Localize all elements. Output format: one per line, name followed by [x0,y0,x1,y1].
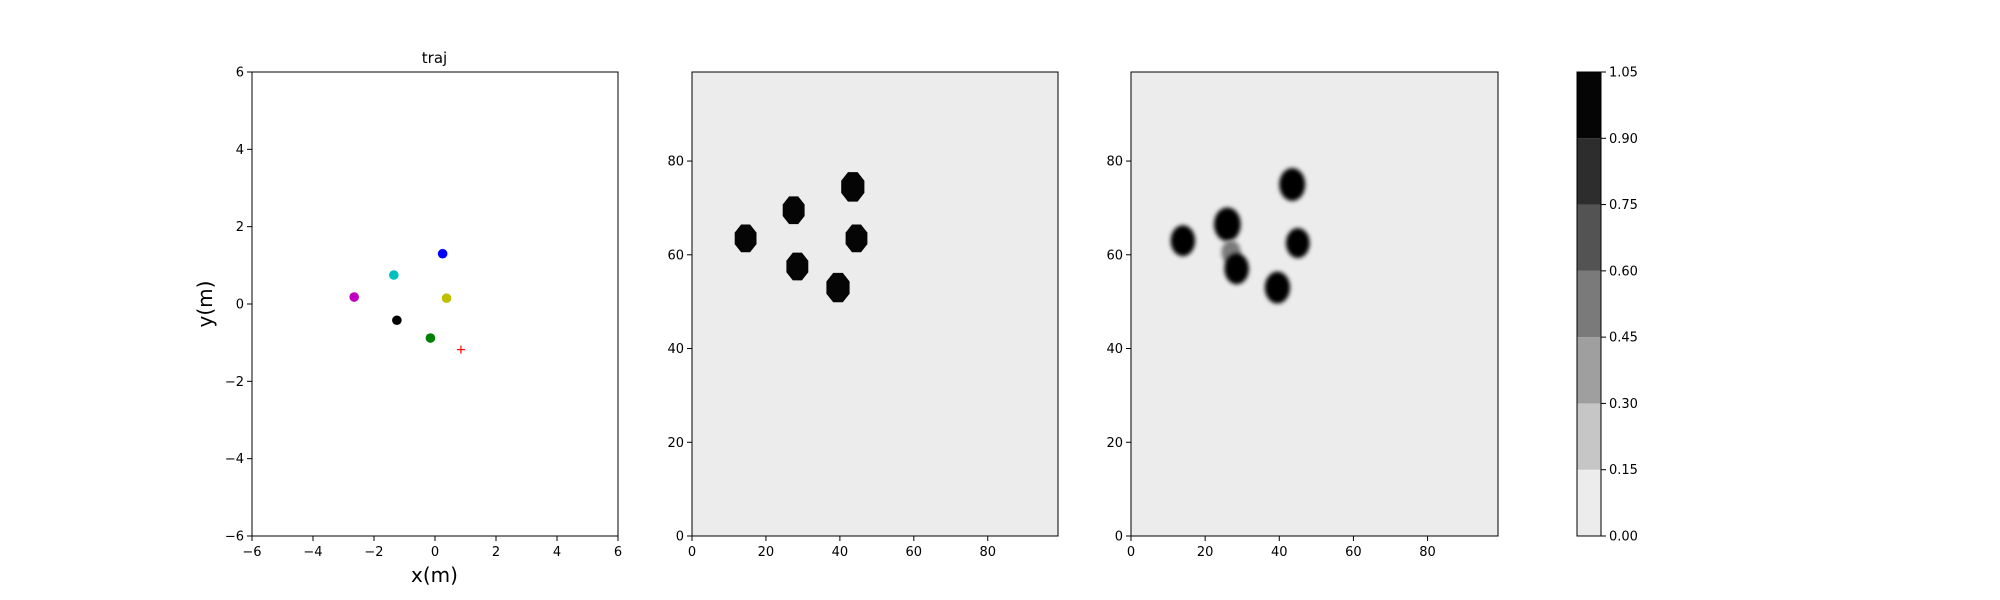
traj-panel: traj −6 −4 −2 0 2 4 6 −6 −4 −2 0 2 4 6 x(m) y(m) [193,49,622,587]
colorbar-tick-label: 0.15 [1609,463,1638,478]
traj-xtick-label: 2 [492,545,500,560]
colorbar-tick-label: 0.30 [1609,397,1638,412]
traj-ytick-label: 6 [236,66,244,81]
traj-point-4 [392,315,402,326]
heatmap-1-blob-0 [734,224,757,253]
heatmap-1-blob-4 [845,224,868,253]
colorbar-tick-label: 0.90 [1609,132,1638,147]
colorbar-tick-label: 0.45 [1609,331,1638,346]
traj-xtick-label: 4 [553,545,561,560]
heatmap-1-ticks: 0 20 40 60 80 0 20 40 60 80 [667,155,996,560]
traj-xtick-label: −2 [364,545,383,560]
traj-point-0 [437,248,448,259]
colorbar-ticks: 0.00 0.15 0.30 0.45 0.60 0.75 0.90 1.05 [1601,66,1638,545]
heatmap-2-background [1131,72,1498,536]
colorbar-band-6 [1577,72,1601,139]
heatmap-2-blob-4 [1279,168,1306,201]
heatmap-1-blob-3 [841,172,865,202]
traj-xtick-label: −6 [242,545,261,560]
heatmap-2-ytick-label: 80 [1106,155,1123,170]
heatmap-2-xtick-label: 20 [1197,545,1214,560]
traj-ylabel: y(m) [193,281,217,328]
traj-xtick-label: 6 [614,545,622,560]
heatmap-1-ytick-label: 40 [667,342,684,357]
heatmap-1-xtick-label: 20 [758,545,775,560]
colorbar-band-2 [1577,337,1601,404]
heatmap-1-ytick-label: 80 [667,155,684,170]
colorbar-band-4 [1577,204,1601,271]
heatmap-1-xtick-label: 80 [979,545,996,560]
colorbar: 0.00 0.15 0.30 0.45 0.60 0.75 0.90 1.05 [1576,66,1638,545]
traj-xtick-label: −4 [303,545,322,560]
colorbar-bands [1577,72,1601,536]
heatmap-2-blob-6 [1264,271,1291,304]
traj-point-5 [425,333,436,343]
heatmap-2-xtick-label: 0 [1127,545,1135,560]
heatmap-1-background [692,72,1058,536]
traj-ytick-label: −6 [225,530,244,545]
traj-ytick-label: 2 [236,220,244,235]
heatmap-2-xtick-label: 80 [1419,545,1436,560]
colorbar-tick-label: 0.60 [1609,264,1638,279]
traj-point-2 [349,292,359,302]
traj-title: traj [422,49,447,67]
traj-ytick-label: 0 [236,298,244,313]
heatmap-1-xtick-label: 60 [906,545,923,560]
heatmap-panel-1: 0 20 40 60 80 0 20 40 60 80 [667,71,1059,560]
heatmap-2-blob-0 [1170,225,1196,257]
colorbar-tick-label: 1.05 [1609,66,1638,81]
colorbar-band-1 [1577,403,1601,470]
traj-point-6 [456,345,465,354]
heatmap-1-ytick-label: 0 [676,530,684,545]
heatmap-1-ytick-label: 20 [667,436,684,451]
colorbar-tick-label: 0.75 [1609,198,1638,213]
traj-plot-area [251,71,619,537]
colorbar-frame [1576,71,1602,537]
heatmap-2-blobs [1170,168,1310,304]
colorbar-band-0 [1577,469,1601,536]
heatmap-1-blob-5 [826,272,850,303]
traj-ticks: −6 −4 −2 0 2 4 6 −6 −4 −2 0 2 4 6 [225,66,622,561]
heatmap-2-blob-1 [1214,207,1241,242]
heatmap-2-xtick-label: 40 [1271,545,1288,560]
colorbar-band-5 [1577,138,1601,205]
traj-point-1 [389,270,399,280]
heatmap-1-xtick-label: 40 [832,545,849,560]
heatmap-2-blob-5 [1285,228,1310,259]
traj-xlabel: x(m) [411,563,458,587]
heatmap-2-ytick-label: 40 [1106,342,1123,357]
heatmap-2-ytick-label: 60 [1106,248,1123,263]
heatmap-1-xtick-label: 0 [688,545,696,560]
heatmap-2-ticks: 0 20 40 60 80 0 20 40 60 80 [1106,155,1435,560]
traj-ytick-label: −2 [225,375,244,390]
colorbar-band-3 [1577,270,1601,338]
heatmap-2-frame [1130,71,1499,537]
heatmap-panel-2: 0 20 40 60 80 0 20 40 60 80 [1106,71,1499,560]
heatmap-1-blob-2 [786,252,809,281]
heatmap-1-ytick-label: 60 [667,248,684,263]
heatmap-1-blob-1 [782,196,805,225]
heatmap-2-xtick-label: 60 [1345,545,1362,560]
traj-ytick-label: −4 [225,452,244,467]
heatmap-2-ytick-label: 0 [1115,530,1123,545]
traj-points [349,248,465,354]
traj-point-3 [441,293,452,304]
heatmap-1-frame [691,71,1059,537]
colorbar-tick-label: 0.00 [1609,530,1638,545]
heatmap-2-blob-3 [1224,253,1249,285]
traj-ytick-label: 4 [236,143,244,158]
heatmap-2-ytick-label: 20 [1106,436,1123,451]
traj-xtick-label: 0 [431,545,439,560]
heatmap-1-blobs [734,172,868,303]
